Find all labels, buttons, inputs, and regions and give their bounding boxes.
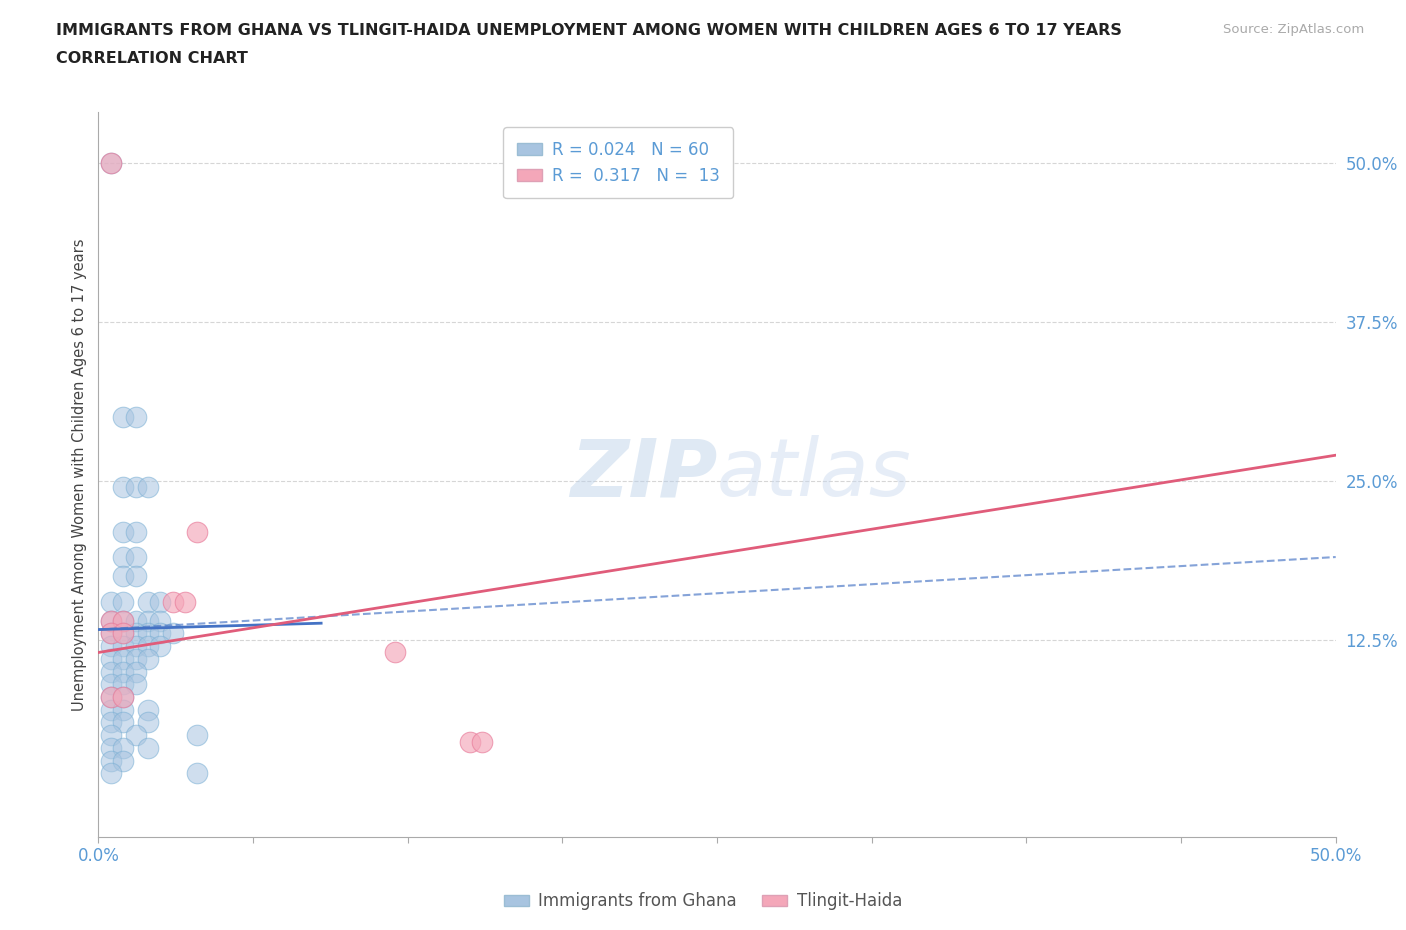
Point <box>112 626 135 641</box>
Point <box>112 525 135 539</box>
Point <box>112 715 135 730</box>
Point <box>136 594 159 609</box>
Point <box>136 480 159 495</box>
Point <box>112 651 135 666</box>
Point <box>100 626 122 641</box>
Point <box>100 155 122 170</box>
Point <box>124 613 146 628</box>
Point <box>112 639 135 654</box>
Point <box>112 753 135 768</box>
Point <box>100 702 122 717</box>
Point <box>112 613 135 628</box>
Point <box>149 613 172 628</box>
Point <box>112 568 135 583</box>
Point <box>149 639 172 654</box>
Point <box>100 613 122 628</box>
Point <box>136 639 159 654</box>
Point <box>124 651 146 666</box>
Point <box>136 626 159 641</box>
Point <box>124 568 146 583</box>
Point <box>149 594 172 609</box>
Point <box>124 639 146 654</box>
Point <box>112 594 135 609</box>
Point <box>186 766 208 781</box>
Point <box>124 550 146 565</box>
Point <box>149 626 172 641</box>
Point <box>100 155 122 170</box>
Legend: R = 0.024   N = 60, R =  0.317   N =  13: R = 0.024 N = 60, R = 0.317 N = 13 <box>503 127 733 198</box>
Point <box>112 702 135 717</box>
Point <box>112 689 135 704</box>
Point <box>100 613 122 628</box>
Point <box>124 626 146 641</box>
Point <box>100 766 122 781</box>
Point <box>458 734 481 749</box>
Legend: Immigrants from Ghana, Tlingit-Haida: Immigrants from Ghana, Tlingit-Haida <box>496 885 910 917</box>
Point <box>112 409 135 424</box>
Point <box>174 594 197 609</box>
Point <box>162 594 184 609</box>
Point <box>112 664 135 679</box>
Point <box>100 594 122 609</box>
Text: IMMIGRANTS FROM GHANA VS TLINGIT-HAIDA UNEMPLOYMENT AMONG WOMEN WITH CHILDREN AG: IMMIGRANTS FROM GHANA VS TLINGIT-HAIDA U… <box>56 23 1122 38</box>
Point <box>136 651 159 666</box>
Point <box>112 677 135 692</box>
Point <box>100 677 122 692</box>
Point <box>112 740 135 755</box>
Point <box>471 734 494 749</box>
Point <box>124 525 146 539</box>
Point <box>124 480 146 495</box>
Point <box>124 677 146 692</box>
Point <box>124 728 146 743</box>
Point <box>100 626 122 641</box>
Point <box>100 689 122 704</box>
Point <box>136 702 159 717</box>
Point <box>112 550 135 565</box>
Point <box>100 639 122 654</box>
Point <box>100 664 122 679</box>
Point <box>100 740 122 755</box>
Point <box>112 626 135 641</box>
Point <box>100 715 122 730</box>
Point <box>136 613 159 628</box>
Text: atlas: atlas <box>717 435 912 513</box>
Text: CORRELATION CHART: CORRELATION CHART <box>56 51 247 66</box>
Point <box>162 626 184 641</box>
Point <box>112 613 135 628</box>
Point <box>100 689 122 704</box>
Text: ZIP: ZIP <box>569 435 717 513</box>
Text: Source: ZipAtlas.com: Source: ZipAtlas.com <box>1223 23 1364 36</box>
Point <box>384 645 406 660</box>
Point <box>186 728 208 743</box>
Point <box>186 525 208 539</box>
Point <box>136 715 159 730</box>
Point <box>136 740 159 755</box>
Y-axis label: Unemployment Among Women with Children Ages 6 to 17 years: Unemployment Among Women with Children A… <box>72 238 87 711</box>
Point <box>112 480 135 495</box>
Point <box>100 753 122 768</box>
Point <box>124 409 146 424</box>
Point <box>100 728 122 743</box>
Point <box>112 689 135 704</box>
Point <box>124 664 146 679</box>
Point <box>100 651 122 666</box>
